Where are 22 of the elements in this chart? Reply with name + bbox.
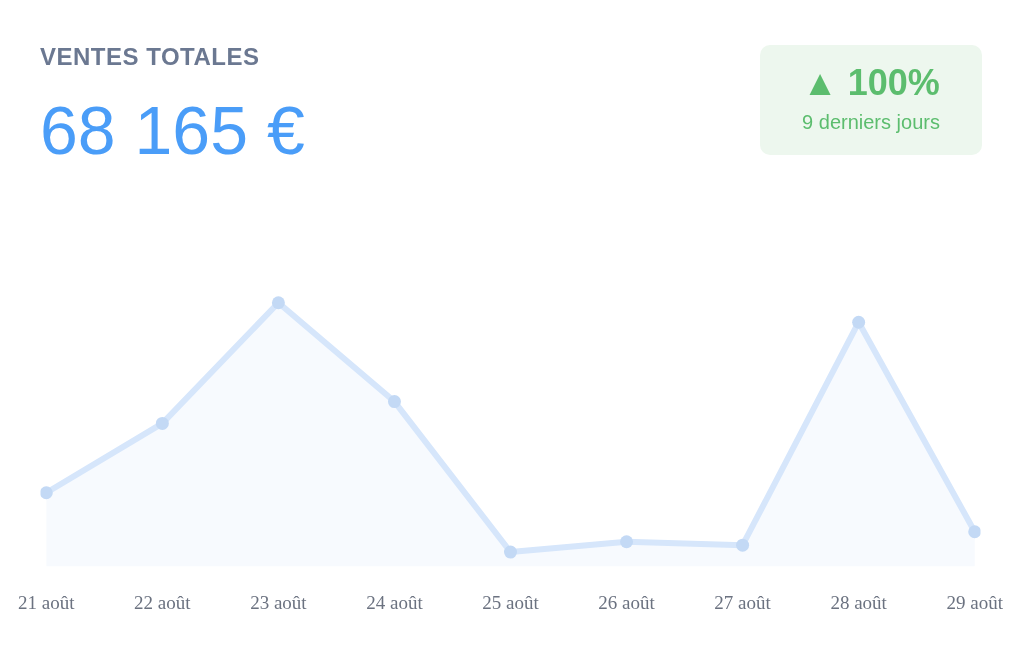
point xyxy=(852,315,866,329)
x-tick-label: 25 août xyxy=(482,591,540,613)
x-tick-label: 22 août xyxy=(134,591,192,613)
x-tick-label: 26 août xyxy=(598,591,656,613)
chart-subtitle: 68 165 € xyxy=(40,91,305,171)
chart-title: VENTES TOTALES xyxy=(40,42,261,72)
point xyxy=(736,538,750,552)
x-tick-label: 23 août xyxy=(250,591,308,613)
point xyxy=(504,545,517,559)
text: 9 derniers jours xyxy=(801,110,941,136)
point xyxy=(155,416,169,430)
x-tick-label: 21 août xyxy=(18,591,76,613)
point xyxy=(40,486,53,500)
x-tick-label: 24 août xyxy=(366,591,424,613)
text: ▲ 100% xyxy=(801,61,941,105)
point xyxy=(968,525,981,539)
x-tick-label: 29 août xyxy=(946,591,1004,613)
point xyxy=(387,395,401,409)
point xyxy=(271,296,285,310)
x-tick-label: 27 août xyxy=(714,591,772,613)
point xyxy=(620,535,634,549)
x-tick-label: 28 août xyxy=(830,591,888,613)
